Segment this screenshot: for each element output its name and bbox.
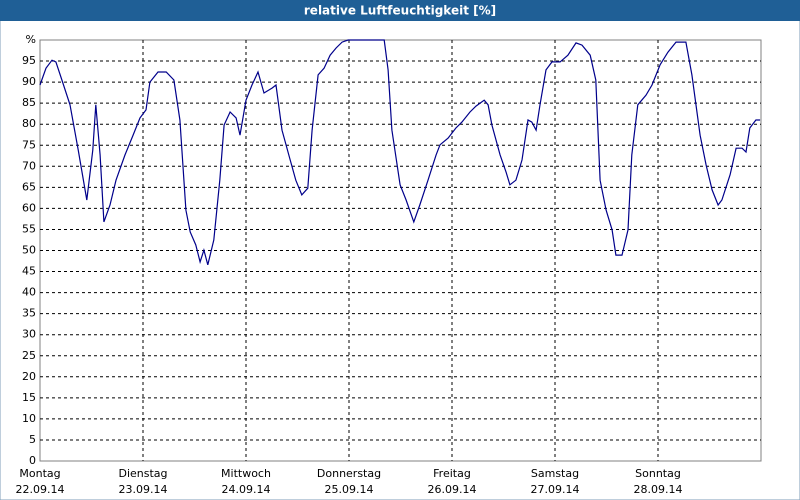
y-tick-label: 85 xyxy=(22,96,36,109)
y-tick-label: 5 xyxy=(29,433,36,446)
y-tick-label: 45 xyxy=(22,265,36,278)
x-tick-label: Montag xyxy=(19,467,60,480)
data-line xyxy=(39,39,761,265)
x-tick-date: 25.09.14 xyxy=(325,483,374,496)
x-tick-label: Dienstag xyxy=(118,467,167,480)
x-tick-date: 24.09.14 xyxy=(222,483,271,496)
y-tick-label: 75 xyxy=(22,138,36,151)
y-tick-label: 70 xyxy=(22,159,36,172)
y-tick-label: 65 xyxy=(22,180,36,193)
title-bar xyxy=(0,0,800,21)
y-tick-label: 15 xyxy=(22,391,36,404)
x-tick-date: 28.09.14 xyxy=(634,483,683,496)
y-tick-label: 30 xyxy=(22,328,36,341)
x-tick-label: Mittwoch xyxy=(221,467,271,480)
y-tick-label: 20 xyxy=(22,370,36,383)
y-tick-label: 10 xyxy=(22,412,36,425)
y-tick-label: 60 xyxy=(22,201,36,214)
x-tick-label: Freitag xyxy=(433,467,471,480)
x-tick-date: 26.09.14 xyxy=(428,483,477,496)
y-tick-label: 95 xyxy=(22,54,36,67)
y-tick-label: % xyxy=(26,33,36,46)
y-tick-label: 25 xyxy=(22,349,36,362)
x-tick-label: Donnerstag xyxy=(317,467,381,480)
y-tick-label: 80 xyxy=(22,117,36,130)
x-tick-date: 23.09.14 xyxy=(119,483,168,496)
y-tick-label: 0 xyxy=(29,454,36,467)
x-tick-label: Samstag xyxy=(531,467,579,480)
y-tick-label: 35 xyxy=(22,307,36,320)
x-tick-date: 22.09.14 xyxy=(16,483,65,496)
chart-title: relative Luftfeuchtigkeit [%] xyxy=(304,4,496,18)
x-tick-date: 27.09.14 xyxy=(531,483,580,496)
y-tick-label: 50 xyxy=(22,244,36,257)
y-tick-label: 90 xyxy=(22,75,36,88)
x-tick-label: Sonntag xyxy=(635,467,681,480)
y-tick-label: 55 xyxy=(22,222,36,235)
y-tick-label: 40 xyxy=(22,286,36,299)
